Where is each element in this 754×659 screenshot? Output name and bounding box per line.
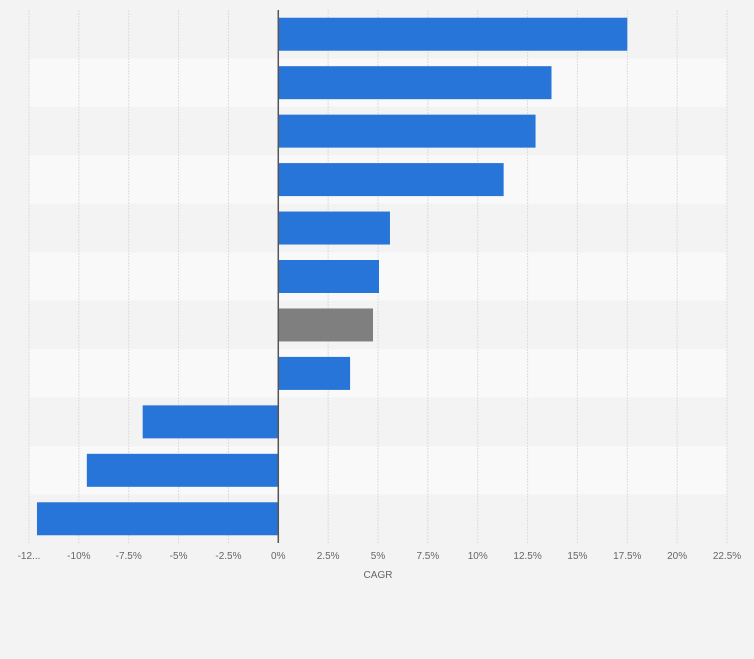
x-tick-label: 10%: [468, 551, 488, 562]
bar-highlighted: [278, 308, 374, 342]
bar: [86, 453, 279, 487]
bar: [142, 405, 279, 439]
bar: [278, 260, 379, 293]
x-tick-label: -7.5%: [116, 551, 142, 562]
bars: [36, 17, 628, 536]
bar: [36, 502, 279, 536]
bar: [278, 114, 536, 148]
x-tick-label: 2.5%: [317, 551, 340, 562]
x-tick-label: 0%: [271, 551, 286, 562]
x-axis-ticks: -12... -10% -7.5% -5% -2.5% 0% 2.5% 5% 7.5% 10% 12…: [18, 551, 742, 562]
x-tick-label: 20%: [667, 551, 687, 562]
x-axis-title: CAGR: [364, 570, 393, 581]
bar: [278, 211, 390, 245]
x-tick-label: 5%: [371, 551, 386, 562]
bar: [278, 17, 628, 51]
x-tick-label: -5%: [170, 551, 188, 562]
x-tick-label: 7.5%: [416, 551, 439, 562]
bar: [278, 356, 351, 390]
x-tick-label: 22.5%: [713, 551, 741, 562]
x-tick-label: -2.5%: [215, 551, 241, 562]
x-tick-label: -12...: [18, 551, 41, 562]
x-tick-label: 15%: [567, 551, 587, 562]
x-tick-label: 12.5%: [513, 551, 541, 562]
x-tick-label: 17.5%: [613, 551, 641, 562]
bar: [278, 66, 552, 100]
x-tick-label: -10%: [67, 551, 90, 562]
bar: [278, 163, 504, 197]
